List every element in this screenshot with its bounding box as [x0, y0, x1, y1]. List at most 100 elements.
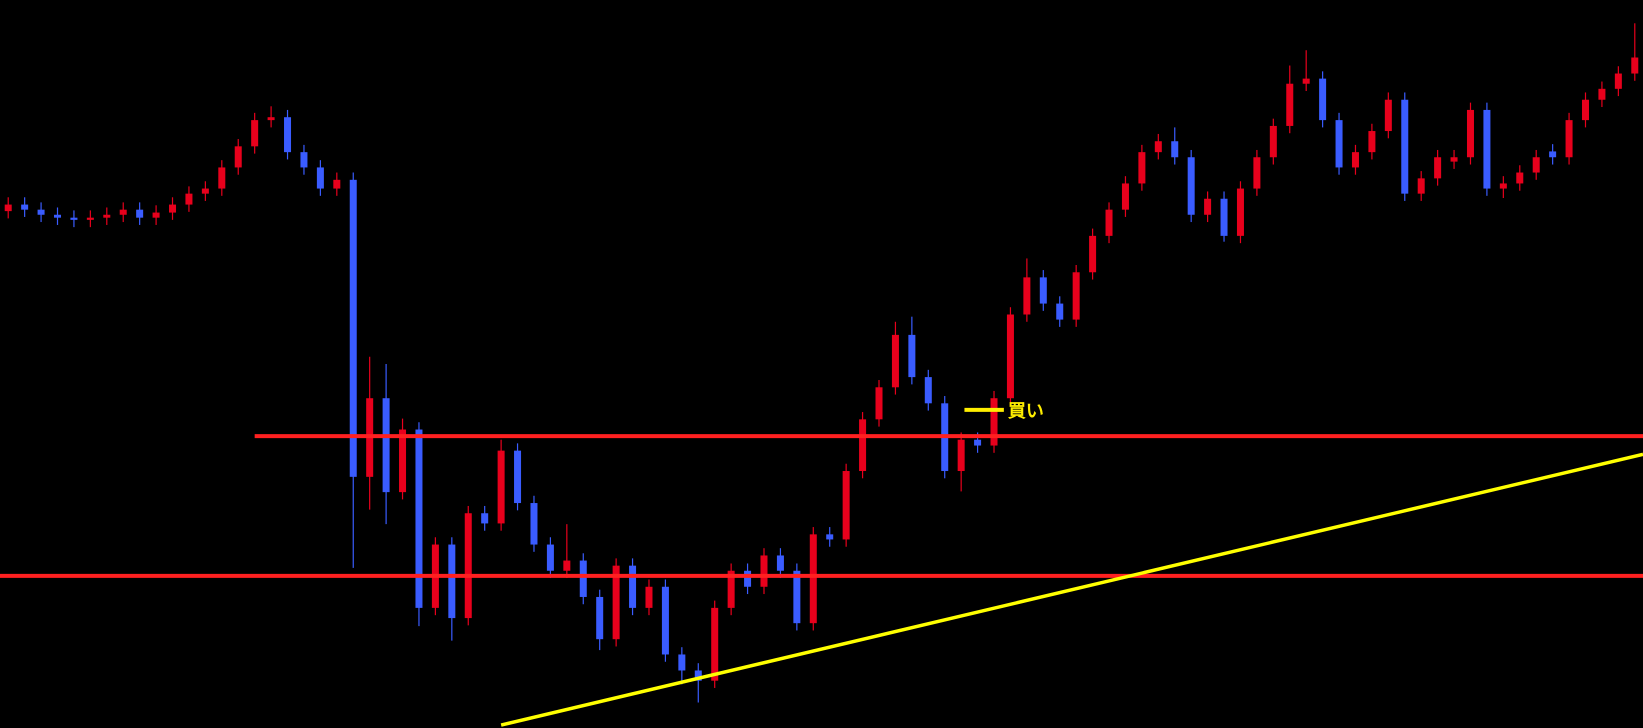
candle-body — [1204, 198, 1212, 215]
candle-body — [54, 214, 62, 218]
candle-body — [1466, 109, 1474, 158]
candle-body — [711, 607, 719, 681]
candle-body — [267, 117, 275, 121]
candle-body — [1023, 277, 1031, 315]
candle-body — [514, 450, 522, 504]
candle-body — [908, 334, 916, 378]
candle-body — [1072, 272, 1080, 320]
candle-body — [316, 167, 324, 189]
candle-body — [1187, 157, 1195, 215]
candle-body — [136, 209, 144, 218]
candle-body — [464, 513, 472, 619]
candle-body — [1499, 183, 1507, 189]
candle-body — [875, 387, 883, 420]
candle-body — [891, 334, 899, 388]
candle-body — [1302, 78, 1310, 84]
candle-body — [399, 429, 407, 493]
candle-body — [1581, 99, 1589, 121]
candle-body — [776, 555, 784, 571]
candle-body — [300, 152, 308, 168]
candle-body — [1384, 99, 1392, 132]
candle-body — [1220, 198, 1228, 236]
candle-body — [1532, 157, 1540, 173]
candle-body — [727, 570, 735, 608]
trend-line — [500, 452, 1643, 727]
candle-body — [86, 217, 94, 220]
candle-body — [924, 377, 932, 404]
candle-body — [694, 670, 702, 681]
candle-body — [1138, 152, 1146, 184]
candle-body — [974, 439, 982, 446]
candle-body — [1006, 314, 1014, 399]
candle-body — [1450, 157, 1458, 162]
candle-body — [415, 429, 423, 608]
candle-body — [1171, 141, 1179, 158]
candle-body — [218, 167, 226, 189]
candle-body — [957, 439, 965, 472]
candle-body — [760, 555, 768, 587]
candle-body — [1286, 83, 1294, 126]
candle-body — [1121, 183, 1129, 210]
candle-body — [612, 565, 620, 640]
candle-body — [234, 146, 242, 168]
candle-body — [1401, 99, 1409, 194]
candle-body — [1269, 125, 1277, 158]
candle-body — [1335, 120, 1343, 168]
candle-body — [201, 188, 209, 194]
candle-body — [1253, 157, 1261, 189]
candle-body — [629, 565, 637, 608]
candle-body — [1319, 78, 1327, 121]
candle-body — [1631, 57, 1639, 74]
candle-body — [530, 503, 538, 545]
candle-body — [1549, 151, 1557, 158]
candle-body — [497, 450, 505, 524]
candle-body — [1516, 172, 1524, 184]
candle-body — [349, 179, 357, 477]
candle-body — [678, 654, 686, 671]
candle-body — [37, 209, 45, 215]
candle-body — [284, 117, 292, 153]
candle-body — [596, 596, 604, 640]
candle-body — [1039, 277, 1047, 304]
candle-body — [448, 544, 456, 619]
candle-body — [1351, 152, 1359, 168]
candle-body — [185, 193, 193, 205]
candle-body — [4, 204, 12, 212]
candle-body — [152, 212, 160, 218]
candle-body — [21, 204, 29, 210]
candle-body — [251, 120, 259, 147]
candle-body — [1483, 109, 1491, 189]
candle-body — [103, 214, 111, 218]
candle-body — [546, 544, 554, 571]
candle-body — [1154, 141, 1162, 153]
candle-body — [661, 586, 669, 655]
candle-body — [793, 570, 801, 624]
candle-body — [1565, 120, 1573, 158]
candle-body — [645, 586, 653, 608]
candle-body — [119, 209, 127, 215]
candle-body — [563, 560, 571, 571]
candle-body — [333, 179, 341, 189]
candle-body — [1056, 303, 1064, 320]
candle-body — [1236, 188, 1244, 236]
candle-body — [1614, 73, 1622, 89]
candle-body — [1598, 88, 1606, 100]
candle-body — [809, 534, 817, 624]
candle-body — [382, 398, 390, 493]
candle-body — [70, 217, 78, 220]
candle-body — [1417, 178, 1425, 194]
candle-body — [990, 398, 998, 446]
annotation-label: 買い — [1008, 401, 1044, 422]
candle-body — [859, 419, 867, 472]
candle-body — [169, 204, 177, 213]
candle-body — [481, 513, 489, 524]
candle-body — [1089, 235, 1097, 273]
candle-body — [1105, 209, 1113, 236]
candle-body — [579, 560, 587, 597]
candle-body — [826, 534, 834, 540]
candle-body — [842, 471, 850, 540]
candle-body — [1368, 131, 1376, 153]
candle-body — [744, 570, 752, 587]
